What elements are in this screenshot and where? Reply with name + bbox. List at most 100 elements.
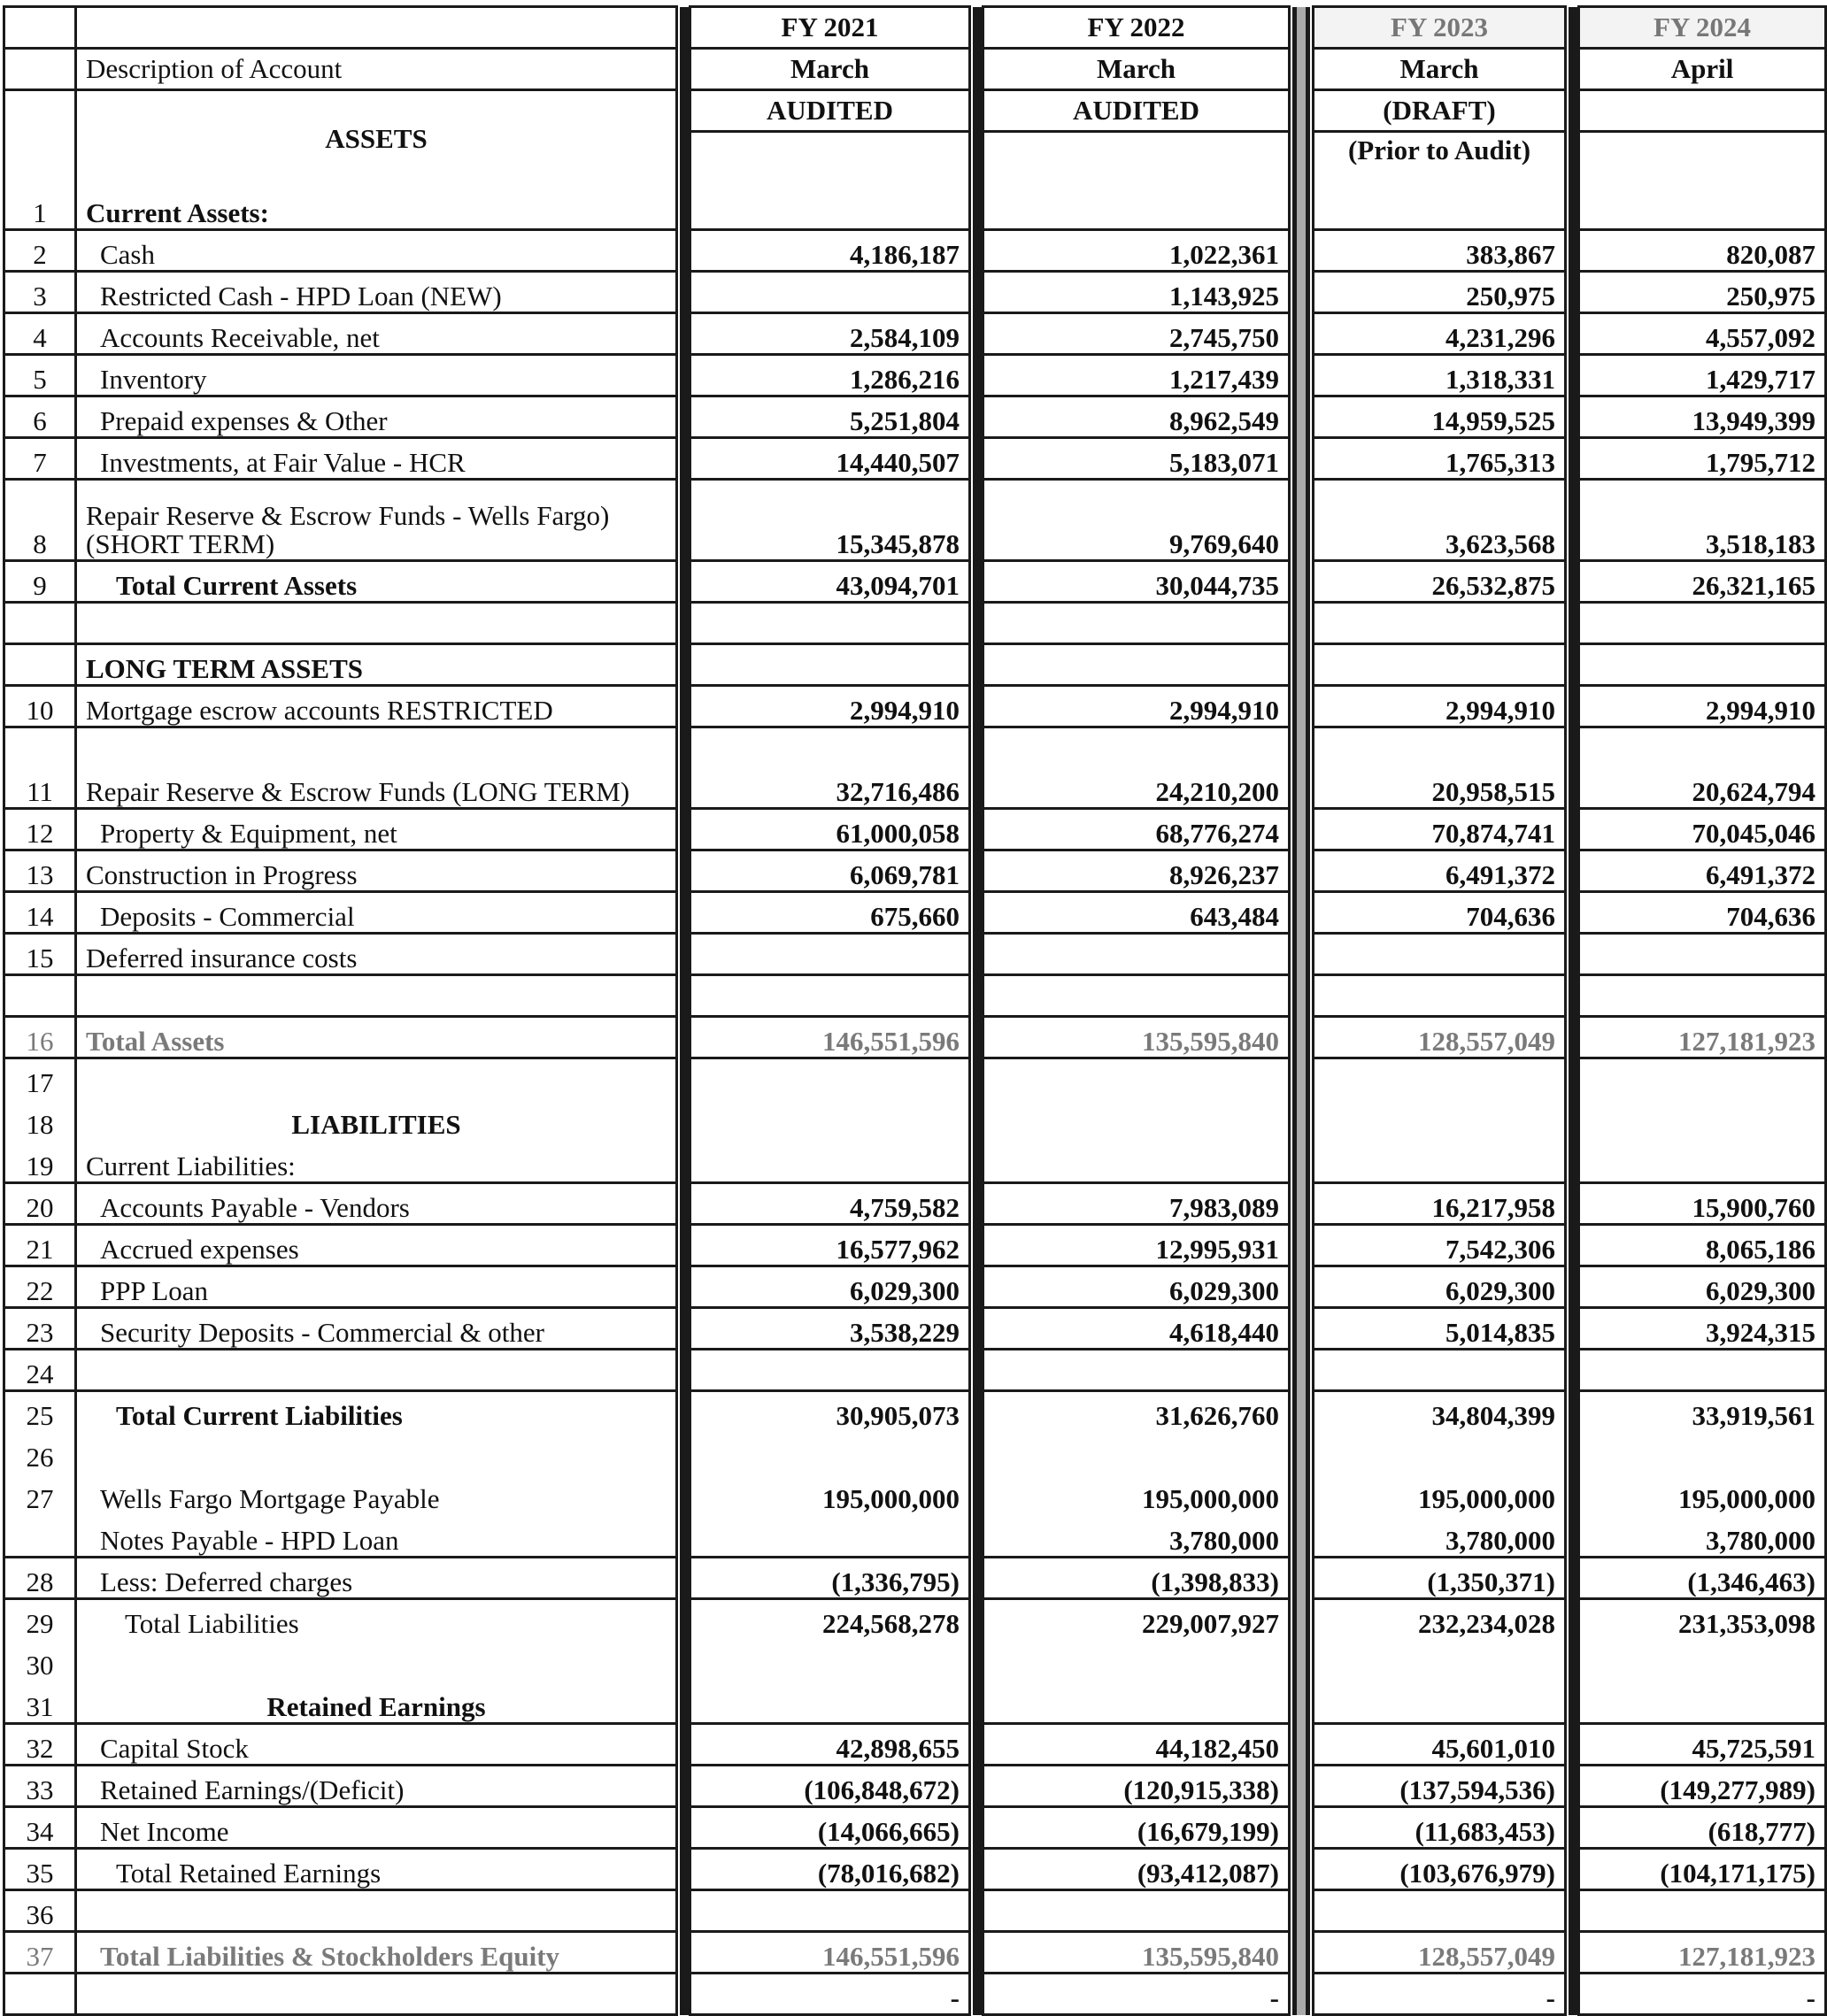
amount-cell: (137,594,536) (1312, 1764, 1567, 1808)
amount-cell: (78,016,682) (689, 1847, 971, 1891)
amount-cell: 128,557,049 (1312, 1015, 1567, 1059)
amount-cell: 3,924,315 (1577, 1306, 1827, 1350)
amount-cell (689, 932, 971, 976)
row-number: 4 (3, 312, 77, 356)
account-description: Accounts Receivable, net (74, 312, 678, 356)
column-separator (969, 1598, 983, 1641)
row-number-cell (3, 5, 77, 50)
row-number: 32 (3, 1722, 77, 1766)
column-separator (676, 1099, 690, 1142)
column-separator (676, 1016, 690, 1058)
amount-cell: (1,336,795) (689, 1556, 971, 1600)
column-separator (676, 1182, 690, 1225)
column-separator (1289, 1931, 1314, 1974)
table-row: 35 Total Retained Earnings (78,016,682) (93… (3, 1847, 1827, 1891)
row-number: 14 (3, 890, 77, 935)
column-separator (676, 1432, 690, 1474)
row-number: 26 (3, 1431, 77, 1474)
column-separator (676, 1765, 690, 1807)
column-separator (1289, 1182, 1314, 1225)
column-separator (1565, 560, 1579, 603)
column-separator (1565, 1640, 1579, 1682)
column-separator (969, 1765, 983, 1807)
amount-cell: 2,994,910 (1312, 684, 1567, 728)
column-separator (1565, 1515, 1579, 1558)
table-row: 2 Cash 4,186,187 1,022,361 383,867 820,087 (3, 228, 1827, 273)
amount-cell (689, 1639, 971, 1682)
account-description: Investments, at Fair Value - HCR (74, 436, 678, 481)
table-row: 5 Inventory 1,286,216 1,217,439 1,318,331 1,4… (3, 353, 1827, 397)
amount-cell: 16,217,958 (1312, 1181, 1567, 1226)
amount-cell (689, 1140, 971, 1184)
amount-cell (982, 1639, 1291, 1682)
amount-cell (689, 270, 971, 314)
column-separator (1289, 1598, 1314, 1641)
amount-cell: 4,231,296 (1312, 312, 1567, 356)
row-number: 12 (3, 807, 77, 851)
amount-cell (689, 1514, 971, 1558)
account-description: Security Deposits - Commercial & other (74, 1306, 678, 1350)
table-row: 19 Current Liabilities: (3, 1140, 1827, 1184)
column-separator (1565, 396, 1579, 438)
amount-cell: 20,958,515 (1312, 726, 1567, 810)
amount-cell: 383,867 (1312, 228, 1567, 273)
row-number: 5 (3, 353, 77, 397)
amount-cell (1577, 1348, 1827, 1392)
column-separator (1289, 1474, 1314, 1516)
column-separator (969, 1931, 983, 1974)
account-description: Retained Earnings/(Deficit) (74, 1764, 678, 1808)
assets-heading: ASSETS (74, 88, 678, 189)
amount-cell: 5,014,835 (1312, 1306, 1567, 1350)
column-separator (969, 271, 983, 313)
month-header: March (982, 47, 1291, 91)
header-row-months: Description of Account March March March… (3, 47, 1827, 91)
row-number: 16 (3, 1015, 77, 1059)
column-separator (1565, 1266, 1579, 1308)
amount-cell: 127,181,923 (1577, 1015, 1827, 1059)
amount-cell: 45,601,010 (1312, 1722, 1567, 1766)
amount-cell (1577, 643, 1827, 687)
column-separator (676, 1349, 690, 1391)
amount-cell: 15,345,878 (689, 478, 971, 562)
amount-cell: 195,000,000 (689, 1473, 971, 1516)
amount-cell: 31,626,760 (982, 1389, 1291, 1433)
amount-cell: 195,000,000 (1312, 1473, 1567, 1516)
table-row: 22 PPP Loan 6,029,300 6,029,300 6,029,300 6,0… (3, 1265, 1827, 1309)
amount-cell: 195,000,000 (1577, 1473, 1827, 1516)
amount-cell: 8,962,549 (982, 395, 1291, 439)
column-separator (676, 1307, 690, 1350)
column-separator (1565, 1432, 1579, 1474)
column-separator (1565, 891, 1579, 934)
account-description: Deposits - Commercial (74, 890, 678, 935)
account-description: Net Income (74, 1805, 678, 1850)
column-separator (1565, 1224, 1579, 1266)
account-description (74, 1889, 678, 1933)
row-number: 9 (3, 559, 77, 604)
amount-cell: 5,251,804 (689, 395, 971, 439)
amount-cell: 231,353,098 (1577, 1597, 1827, 1641)
table-row (3, 601, 1827, 645)
year-header: FY 2021 (689, 5, 971, 50)
column-separator (1565, 437, 1579, 480)
amount-cell (1312, 1348, 1567, 1392)
amount-cell (982, 1057, 1291, 1100)
row-number: 31 (3, 1681, 77, 1725)
amount-cell (689, 643, 971, 687)
amount-cell (982, 973, 1291, 1018)
amount-cell (1312, 187, 1567, 231)
amount-cell: 15,900,760 (1577, 1181, 1827, 1226)
table-row: 7 Investments, at Fair Value - HCR 14,440,… (3, 436, 1827, 481)
account-description: Restricted Cash - HPD Loan (NEW) (74, 270, 678, 314)
table-row: 31 Retained Earnings (3, 1681, 1827, 1725)
row-number: 28 (3, 1556, 77, 1600)
column-separator (1565, 1349, 1579, 1391)
amount-cell: 1,765,313 (1312, 436, 1567, 481)
row-number: 11 (3, 726, 77, 810)
column-separator (676, 1931, 690, 1974)
column-separator (676, 1681, 690, 1724)
amount-cell: 26,321,165 (1577, 559, 1827, 604)
column-separator (1289, 808, 1314, 850)
amount-cell: (11,683,453) (1312, 1805, 1567, 1850)
table-row: 23 Security Deposits - Commercial & other… (3, 1306, 1827, 1350)
amount-cell (982, 932, 1291, 976)
